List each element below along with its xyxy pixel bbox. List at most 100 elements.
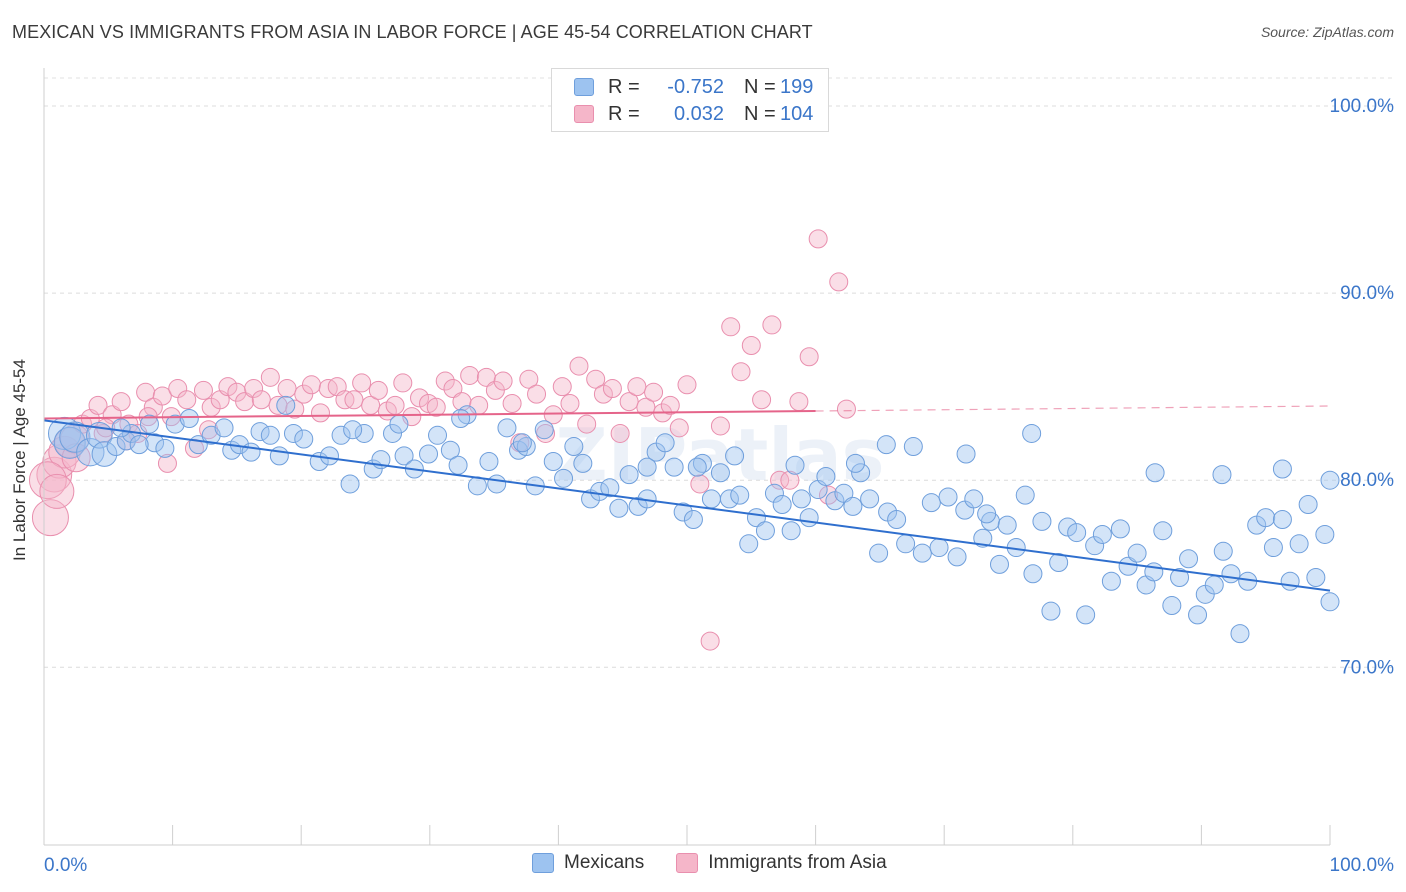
mexican-point: [53, 426, 86, 459]
mexican-point: [687, 457, 707, 477]
asia-point: [569, 356, 589, 376]
mexican-point: [76, 437, 105, 467]
mexican-point: [1272, 509, 1292, 529]
mexican-point: [903, 437, 923, 457]
asia-point: [669, 418, 689, 438]
mexican-point: [977, 504, 997, 524]
mexican-point: [781, 521, 801, 541]
asia-point: [527, 384, 547, 404]
mexican-point: [1101, 571, 1121, 591]
asia-point: [42, 444, 77, 479]
mexican-point: [419, 444, 439, 464]
asia-point: [344, 390, 364, 410]
mexican-point: [772, 495, 792, 515]
legend-item-asia[interactable]: Immigrants from Asia: [676, 852, 887, 874]
mexican-point: [250, 422, 270, 442]
asia-point: [552, 377, 572, 397]
mexican-point: [543, 452, 563, 471]
asia-point: [519, 369, 539, 389]
asia-point: [435, 371, 455, 391]
mexican-point: [451, 408, 471, 428]
asia-point: [627, 377, 647, 397]
mexican-point: [1306, 567, 1326, 587]
mexican-point: [791, 489, 811, 509]
mexican-point: [609, 498, 629, 518]
mexican-point: [283, 423, 303, 443]
asia-point: [493, 371, 513, 391]
mexican-point: [1179, 549, 1199, 569]
mexican-point: [600, 478, 620, 498]
axes: [43, 68, 1331, 846]
mexican-point: [1230, 624, 1250, 644]
mexican-point: [294, 429, 314, 449]
asia-point: [111, 392, 131, 412]
mexican-point: [1041, 601, 1061, 621]
asia-point: [619, 392, 639, 412]
asia-point: [586, 369, 606, 389]
asia-point: [780, 470, 800, 490]
mexican-point: [1212, 465, 1232, 485]
asia-point: [393, 373, 413, 393]
asia-point: [593, 384, 613, 404]
mexican-point: [997, 515, 1017, 535]
mexican-point: [389, 414, 409, 434]
mexicans-trend-line: [43, 419, 1331, 592]
mexican-point: [111, 418, 131, 438]
mexican-point: [260, 425, 280, 445]
mexican-point: [912, 543, 932, 563]
asia-trend-line: [43, 409, 816, 420]
mexican-point: [1067, 523, 1087, 543]
mexican-point: [683, 509, 703, 529]
asia-point: [310, 403, 330, 423]
legend-item-mexicans[interactable]: Mexicans: [532, 852, 644, 874]
mexican-point: [637, 457, 657, 477]
asia-points: [28, 229, 856, 651]
mexican-point: [655, 433, 675, 453]
y-axis-label: In Labor Force | Age 45-54: [10, 359, 29, 561]
mexican-point: [165, 414, 185, 434]
mexican-point: [59, 421, 91, 453]
mexican-point: [214, 418, 234, 438]
correlation-legend: R = -0.752 N = 199 R = 0.032 N = 104: [551, 68, 829, 132]
mexican-point: [1058, 517, 1078, 537]
mexican-point: [383, 423, 403, 443]
series-legend: Mexicans Immigrants from Asia: [532, 852, 919, 874]
mexican-point: [1170, 567, 1190, 587]
mexican-point: [1272, 459, 1292, 479]
asia-point: [836, 399, 856, 419]
asia-point: [410, 388, 430, 408]
mexican-point: [512, 433, 532, 453]
asia-point: [443, 379, 463, 399]
gridlines: [44, 77, 1395, 668]
mexican-point: [516, 437, 536, 457]
mexican-point: [590, 481, 610, 501]
mexican-point: [887, 509, 907, 529]
asia-point: [502, 394, 522, 414]
mexican-point: [573, 453, 593, 473]
mexican-point: [725, 446, 745, 466]
mexican-point: [428, 425, 448, 445]
legend-swatch-mexicans: [532, 853, 554, 873]
mexican-point: [1118, 556, 1138, 576]
y-tick-label: 100.0%: [1330, 96, 1395, 117]
n-label: N =: [744, 102, 776, 125]
source-note: Source: ZipAtlas.com: [1260, 24, 1394, 40]
asia-point: [235, 392, 255, 412]
mexican-point: [1213, 541, 1233, 561]
mexican-point: [1110, 519, 1130, 539]
mexican-point: [1221, 564, 1241, 584]
mexican-point: [1256, 508, 1276, 528]
x-tick-label: 0.0%: [44, 855, 87, 876]
r-label: R =: [608, 102, 640, 125]
asia-point: [610, 423, 630, 443]
r-label: R =: [608, 75, 640, 98]
asia-point: [152, 386, 172, 406]
trend-lines: [43, 405, 1331, 592]
asia-point: [577, 414, 597, 434]
y-tick-label: 70.0%: [1340, 657, 1394, 678]
mexican-point: [145, 433, 165, 453]
asia-point: [301, 375, 321, 395]
x-tick-label: 100.0%: [1330, 855, 1395, 876]
mexican-point: [692, 453, 712, 473]
mexican-point: [869, 543, 889, 563]
